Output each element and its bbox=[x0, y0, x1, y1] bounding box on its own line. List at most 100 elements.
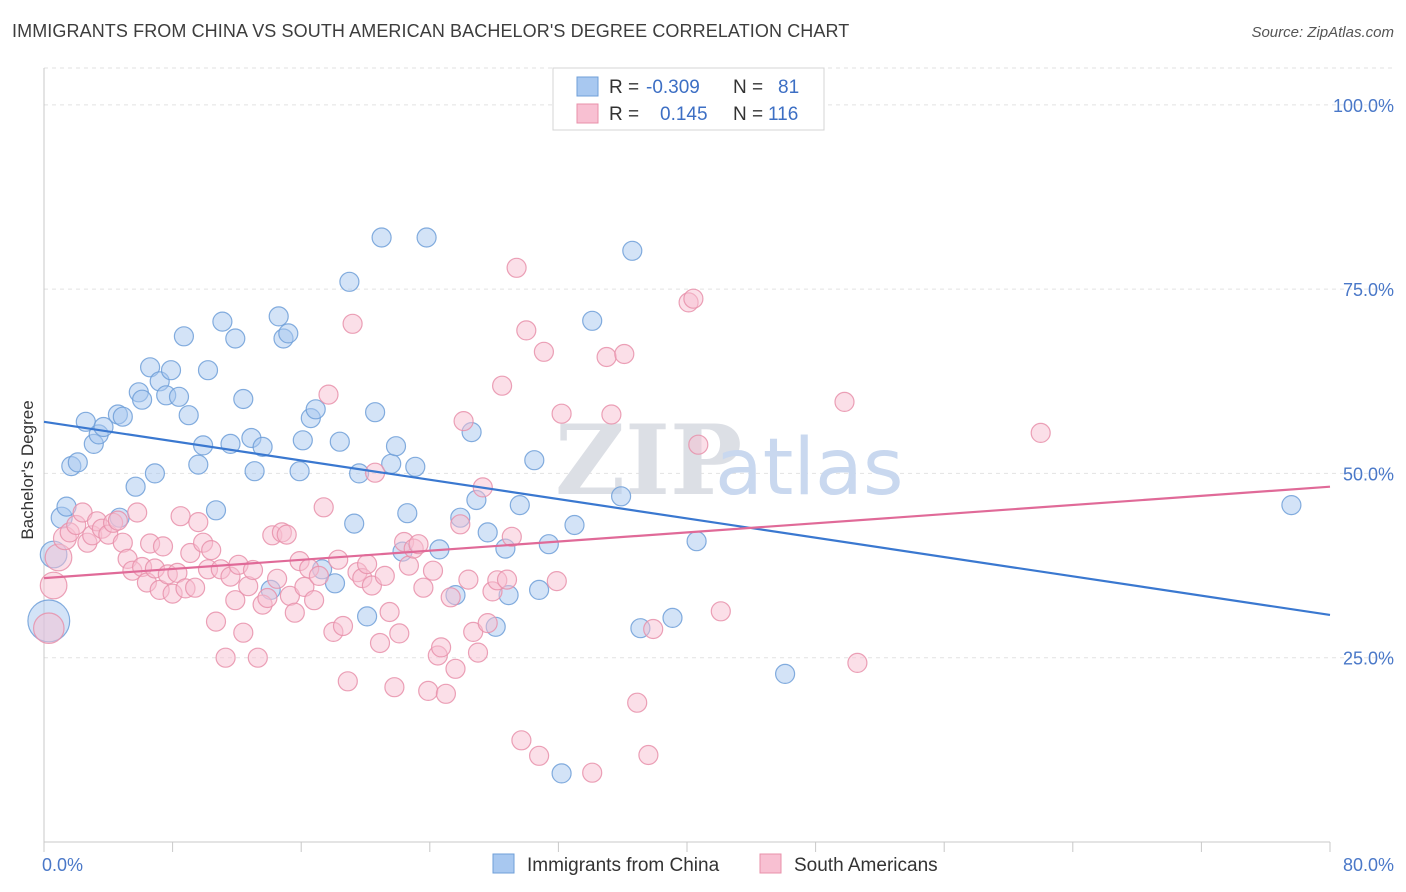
point-china bbox=[339, 271, 360, 292]
point-china bbox=[178, 405, 199, 426]
point-south-americans bbox=[463, 621, 484, 643]
point-china bbox=[662, 607, 683, 629]
point-china bbox=[112, 406, 133, 427]
point-china bbox=[268, 306, 289, 327]
source-credit: Source: ZipAtlas.com bbox=[1251, 24, 1394, 41]
point-south-americans bbox=[477, 612, 498, 634]
point-china bbox=[233, 388, 254, 410]
point-china bbox=[385, 436, 407, 457]
point-south-americans bbox=[342, 313, 363, 334]
point-china bbox=[622, 240, 643, 261]
point-south-americans bbox=[1030, 422, 1051, 443]
point-south-americans bbox=[337, 671, 358, 692]
trend-line-south-americans bbox=[43, 485, 1331, 580]
point-south-americans bbox=[276, 524, 297, 545]
point-china bbox=[225, 328, 246, 349]
x-tick-label-min: 0.0% bbox=[42, 855, 83, 875]
point-china bbox=[244, 461, 265, 482]
legend-r-label: R = bbox=[609, 104, 639, 125]
point-south-americans bbox=[205, 611, 227, 632]
watermark-zip: ZIP bbox=[555, 404, 742, 517]
point-china bbox=[205, 500, 227, 521]
point-south-americans bbox=[506, 257, 527, 278]
point-china bbox=[564, 514, 585, 536]
y-tick-label: 25.0% bbox=[1343, 649, 1394, 669]
point-china bbox=[610, 486, 632, 507]
point-south-americans bbox=[398, 555, 419, 576]
point-south-americans bbox=[313, 497, 334, 518]
point-china bbox=[405, 456, 426, 477]
legend-n-value: 116 bbox=[768, 104, 798, 125]
legend-n-label: N = bbox=[733, 77, 763, 98]
x-tick-label-max: 80.0% bbox=[1343, 855, 1394, 875]
point-china bbox=[357, 606, 378, 627]
point-south-americans bbox=[458, 569, 479, 590]
point-china bbox=[212, 311, 233, 332]
point-china bbox=[477, 522, 498, 543]
legend-swatch-south-americans bbox=[576, 103, 599, 124]
point-china bbox=[774, 663, 796, 685]
point-south-americans bbox=[440, 587, 461, 608]
point-china bbox=[582, 310, 603, 331]
point-south-americans bbox=[170, 506, 191, 527]
point-south-americans bbox=[453, 411, 474, 432]
point-china bbox=[329, 431, 350, 452]
axes bbox=[43, 68, 1331, 852]
legend-n-label: N = bbox=[733, 104, 763, 125]
point-south-americans bbox=[501, 526, 522, 547]
bottom-legend-label-china: Immigrants from China bbox=[527, 855, 720, 876]
point-south-americans bbox=[215, 647, 236, 668]
point-south-americans bbox=[516, 320, 537, 341]
point-south-americans bbox=[32, 612, 65, 644]
point-china bbox=[416, 227, 437, 248]
watermark-atlas: atlas bbox=[715, 423, 904, 513]
point-south-americans bbox=[369, 632, 391, 654]
point-china bbox=[67, 452, 88, 473]
point-south-americans bbox=[418, 680, 439, 702]
correlation-legend: R = -0.309 N = 81 R = 0.145 N = 116 bbox=[552, 67, 825, 131]
chart-title: IMMIGRANTS FROM CHINA VS SOUTH AMERICAN … bbox=[12, 21, 850, 41]
point-south-americans bbox=[389, 623, 410, 644]
bottom-legend-label-south-americans: South Americans bbox=[794, 855, 938, 876]
point-south-americans bbox=[546, 570, 567, 592]
point-south-americans bbox=[847, 652, 868, 674]
point-south-americans bbox=[267, 568, 288, 589]
legend-swatch-china bbox=[576, 76, 599, 97]
point-south-americans bbox=[445, 658, 466, 679]
point-china bbox=[168, 386, 190, 407]
point-china bbox=[686, 531, 707, 552]
point-south-americans bbox=[431, 637, 452, 658]
point-china bbox=[551, 763, 572, 784]
point-china bbox=[188, 454, 209, 475]
point-south-americans bbox=[683, 288, 704, 309]
point-south-americans bbox=[688, 434, 709, 455]
point-china bbox=[365, 402, 386, 423]
point-south-americans bbox=[284, 602, 305, 623]
point-south-americans bbox=[225, 590, 246, 611]
point-south-americans bbox=[601, 404, 622, 425]
point-south-americans bbox=[596, 346, 617, 368]
y-tick-label: 50.0% bbox=[1343, 464, 1394, 484]
point-china bbox=[132, 389, 153, 410]
point-south-americans bbox=[834, 391, 855, 412]
point-south-americans bbox=[304, 590, 325, 611]
point-china bbox=[1281, 495, 1302, 516]
point-south-americans bbox=[374, 565, 395, 587]
point-south-americans bbox=[643, 618, 664, 640]
trend-lines bbox=[43, 420, 1331, 617]
point-south-americans bbox=[638, 744, 659, 766]
point-south-americans bbox=[496, 569, 518, 590]
point-china bbox=[397, 503, 418, 524]
point-china bbox=[305, 399, 326, 420]
point-south-americans bbox=[533, 341, 555, 362]
legend-n-value: 81 bbox=[778, 77, 799, 98]
point-south-americans bbox=[435, 683, 456, 704]
point-south-americans bbox=[233, 622, 254, 643]
point-china bbox=[509, 495, 530, 516]
point-china bbox=[125, 476, 146, 497]
point-south-americans bbox=[528, 745, 550, 766]
point-south-americans bbox=[318, 384, 339, 405]
point-south-americans bbox=[242, 559, 264, 581]
data-points bbox=[27, 227, 1302, 784]
